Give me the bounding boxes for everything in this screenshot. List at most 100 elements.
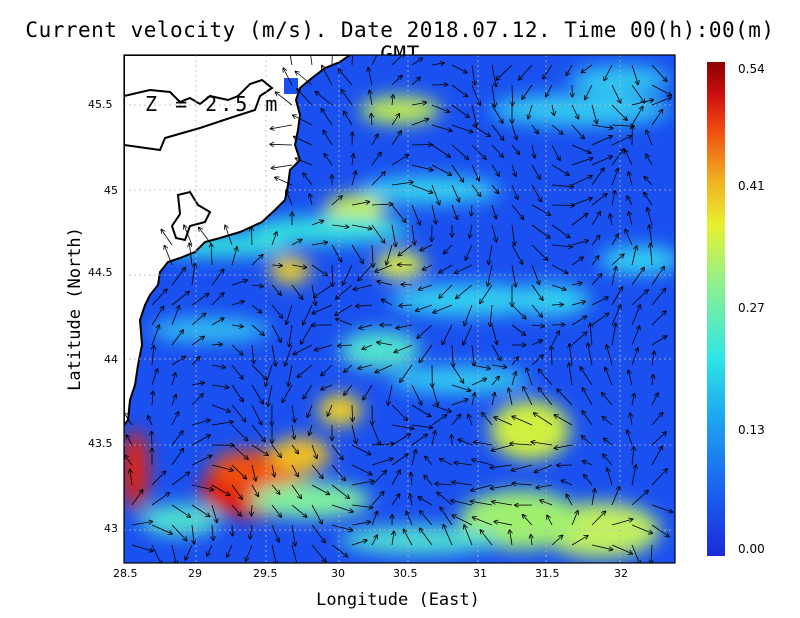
velocity-arrow (231, 364, 243, 379)
y-axis-label: Latitude (North) (65, 227, 85, 391)
velocity-arrow (571, 511, 578, 526)
velocity-arrow (431, 184, 440, 205)
velocity-arrow (411, 224, 415, 245)
velocity-arrow (307, 404, 313, 417)
velocity-arrow (272, 164, 293, 168)
coastline-inlet (124, 78, 274, 152)
velocity-arrow (604, 438, 613, 446)
velocity-arrow (454, 463, 473, 465)
velocity-arrow (591, 212, 601, 226)
velocity-arrow (451, 164, 463, 182)
velocity-arrow (651, 432, 666, 446)
velocity-arrow (351, 55, 353, 66)
velocity-arrow (336, 284, 353, 299)
velocity-arrow (591, 544, 613, 550)
velocity-arrow (591, 489, 595, 506)
velocity-arrow (511, 357, 518, 366)
velocity-arrow (471, 144, 486, 159)
x-tick-32: 32 (614, 567, 628, 580)
velocity-arrow (651, 544, 652, 563)
velocity-arrow (375, 364, 393, 372)
velocity-arrow (631, 64, 638, 84)
velocity-arrow (351, 444, 371, 455)
velocity-arrow (171, 292, 189, 306)
velocity-arrow (444, 244, 453, 254)
velocity-arrow (392, 532, 394, 546)
velocity-arrow (611, 169, 618, 186)
velocity-arrow (391, 434, 410, 446)
velocity-arrow (492, 393, 495, 406)
velocity-arrow (491, 365, 506, 367)
velocity-arrow (291, 284, 303, 299)
velocity-arrow (437, 492, 453, 506)
velocity-arrow (286, 304, 293, 324)
velocity-arrow (631, 305, 640, 326)
velocity-arrow (523, 515, 533, 526)
velocity-arrow (632, 394, 634, 406)
velocity-arrow (571, 214, 588, 226)
velocity-arrow (351, 424, 356, 444)
velocity-arrow (251, 227, 252, 246)
velocity-arrow (512, 416, 533, 426)
x-tick-30: 30 (331, 567, 345, 580)
velocity-arrow (411, 424, 433, 428)
velocity-arrow (388, 384, 393, 405)
velocity-arrow (582, 64, 593, 73)
coastline-lake (170, 190, 212, 242)
velocity-arrow (551, 124, 563, 134)
velocity-arrow (344, 364, 353, 372)
velocity-arrow (127, 435, 133, 446)
velocity-arrow (452, 482, 473, 486)
velocity-arrow (627, 196, 633, 206)
velocity-arrow (651, 110, 663, 126)
velocity-arrow (543, 64, 553, 79)
velocity-arrow (651, 469, 667, 486)
x-tick-29: 29 (188, 567, 202, 580)
velocity-arrow (440, 459, 453, 466)
velocity-arrow (491, 484, 513, 489)
velocity-arrow (511, 164, 516, 176)
velocity-arrow (591, 256, 599, 266)
velocity-arrow (311, 242, 327, 246)
velocity-arrow (351, 202, 369, 206)
velocity-arrow (451, 500, 473, 506)
velocity-arrow (370, 90, 373, 106)
velocity-arrow (323, 131, 333, 146)
velocity-arrow (629, 172, 633, 186)
velocity-arrow (191, 357, 200, 366)
velocity-arrow (411, 404, 431, 416)
velocity-arrow (603, 454, 613, 466)
velocity-arrow (531, 244, 548, 260)
velocity-arrow (151, 306, 164, 326)
velocity-arrow (585, 84, 593, 100)
velocity-arrow (232, 524, 233, 536)
velocity-arrow (191, 337, 204, 346)
velocity-arrow (371, 134, 378, 146)
velocity-arrow (611, 323, 616, 346)
velocity-arrow (431, 431, 435, 446)
velocity-arrow (211, 293, 224, 306)
velocity-arrow (650, 244, 652, 266)
velocity-arrow (423, 264, 433, 270)
velocity-arrow (492, 502, 513, 506)
velocity-arrow (511, 304, 526, 319)
velocity-arrow (211, 404, 230, 412)
velocity-arrow (211, 318, 224, 326)
speed-patch (340, 330, 420, 370)
velocity-arrow (566, 495, 573, 506)
velocity-arrow (607, 345, 613, 366)
velocity-arrow (512, 484, 533, 486)
velocity-arrow (351, 481, 373, 486)
velocity-arrow (511, 204, 524, 219)
velocity-arrow (171, 504, 190, 517)
velocity-arrow (315, 344, 333, 350)
speed-patch (390, 284, 550, 316)
velocity-arrows (124, 55, 673, 563)
velocity-arrow (470, 224, 473, 238)
velocity-arrow (611, 487, 620, 506)
velocity-arrow (431, 415, 447, 426)
velocity-arrow (391, 404, 407, 420)
velocity-arrow (321, 364, 333, 376)
velocity-arrow (211, 344, 222, 345)
velocity-arrow (607, 468, 613, 486)
